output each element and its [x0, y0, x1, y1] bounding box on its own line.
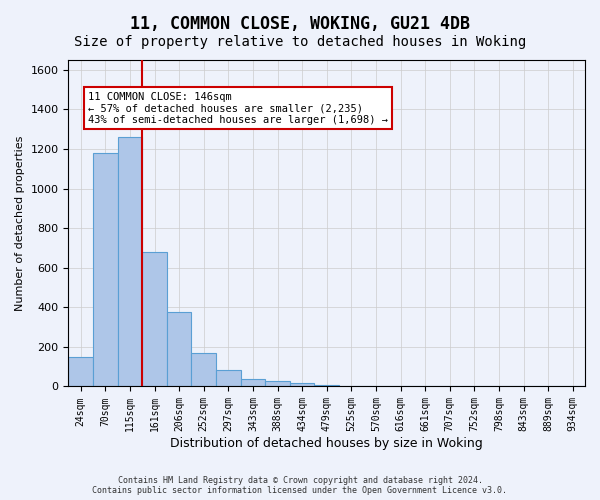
- Text: 11, COMMON CLOSE, WOKING, GU21 4DB: 11, COMMON CLOSE, WOKING, GU21 4DB: [130, 15, 470, 33]
- Bar: [241, 378, 265, 386]
- Bar: [118, 137, 142, 386]
- Text: Size of property relative to detached houses in Woking: Size of property relative to detached ho…: [74, 35, 526, 49]
- Y-axis label: Number of detached properties: Number of detached properties: [15, 136, 25, 311]
- X-axis label: Distribution of detached houses by size in Woking: Distribution of detached houses by size …: [170, 437, 483, 450]
- Bar: [290, 382, 314, 386]
- Bar: [167, 312, 191, 386]
- Bar: [142, 252, 167, 386]
- Bar: [68, 357, 93, 386]
- Bar: [191, 353, 216, 386]
- Text: Contains HM Land Registry data © Crown copyright and database right 2024.
Contai: Contains HM Land Registry data © Crown c…: [92, 476, 508, 495]
- Bar: [93, 153, 118, 386]
- Bar: [265, 380, 290, 386]
- Bar: [216, 370, 241, 386]
- Text: 11 COMMON CLOSE: 146sqm
← 57% of detached houses are smaller (2,235)
43% of semi: 11 COMMON CLOSE: 146sqm ← 57% of detache…: [88, 92, 388, 125]
